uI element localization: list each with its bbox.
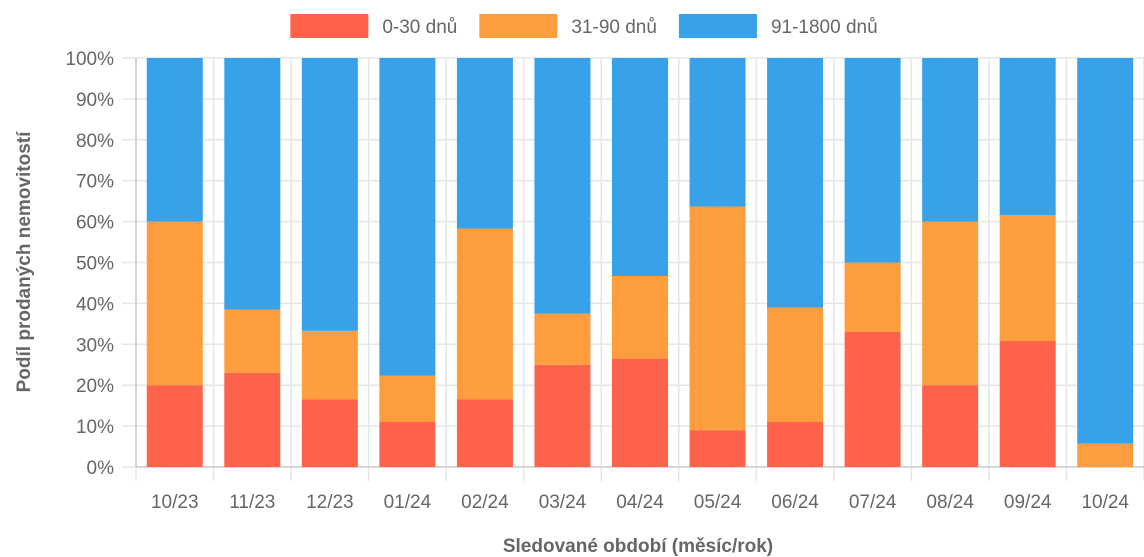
bar-segment: [146, 58, 203, 222]
legend-label: 31-90 dnů: [571, 17, 657, 38]
bar-segment: [146, 221, 203, 386]
bar-segment: [534, 313, 591, 365]
y-tick-label: 60%: [76, 213, 114, 234]
bar-segment: [379, 375, 436, 423]
y-tick-label: 70%: [76, 172, 114, 193]
bar-segment: [224, 309, 281, 373]
y-tick-label: 0%: [87, 458, 115, 479]
bar-segment: [224, 58, 281, 310]
x-tick-label: 07/24: [849, 492, 897, 513]
legend-label: 91-1800 dnů: [771, 17, 878, 38]
bar-segment: [767, 307, 824, 423]
bar-segment: [922, 58, 979, 222]
bar-segment: [689, 58, 746, 207]
bar-segment: [844, 58, 901, 263]
bar-segment: [999, 58, 1056, 216]
y-tick-label: 80%: [76, 131, 114, 152]
legend-swatch: [678, 14, 757, 38]
y-axis-title: Podíl prodaných nemovitostí: [14, 131, 35, 392]
bar-segment: [612, 58, 668, 276]
bar-segment: [767, 58, 824, 308]
bar-segment: [146, 385, 203, 467]
bar-segment: [301, 330, 358, 400]
bar-segment: [612, 275, 668, 359]
y-axis-ticks: 0% 10% 20% 30% 40% 50% 60% 70% 80% 90% 100%: [65, 49, 114, 479]
bar-segment: [689, 430, 746, 467]
bar-segment: [534, 58, 591, 314]
bar-segment: [922, 385, 979, 467]
grid: [122, 57, 1144, 481]
x-axis-title: Sledované období (měsíc/rok): [503, 536, 773, 557]
y-tick-label: 30%: [76, 335, 114, 356]
y-tick-label: 10%: [76, 417, 114, 438]
bar-segment: [689, 206, 746, 431]
bar-segment: [301, 58, 358, 331]
x-tick-label: 06/24: [771, 492, 819, 513]
x-tick-label: 10/23: [151, 492, 199, 513]
bar-segment: [999, 215, 1056, 342]
x-tick-label: 05/24: [694, 492, 742, 513]
bar-segment: [379, 58, 436, 376]
x-tick-label: 03/24: [539, 492, 587, 513]
legend: 0-30 dnů 31-90 dnů 91-1800 dnů: [290, 14, 878, 38]
bar-segment: [612, 358, 668, 467]
bar-segment: [456, 58, 513, 229]
x-tick-label: 09/24: [1004, 492, 1052, 513]
bar-segment: [922, 221, 979, 386]
bar-segment: [224, 372, 281, 467]
x-tick-label: 12/23: [306, 492, 354, 513]
legend-label: 0-30 dnů: [382, 17, 457, 38]
bars: [146, 58, 1134, 467]
bar-segment: [1077, 443, 1134, 467]
x-axis-ticks: 10/23 11/23 12/23 01/24 02/24 03/24 04/24 05/24…: [151, 492, 1129, 513]
y-tick-label: 20%: [76, 376, 114, 397]
y-tick-label: 100%: [65, 49, 114, 70]
y-tick-label: 90%: [76, 90, 114, 111]
x-tick-label: 04/24: [616, 492, 664, 513]
legend-swatch: [479, 14, 558, 38]
y-tick-label: 50%: [76, 254, 114, 275]
x-tick-label: 10/24: [1081, 492, 1129, 513]
bar-segment: [534, 364, 591, 467]
bar-segment: [767, 422, 824, 467]
bar-segment: [379, 422, 436, 467]
bar-segment: [844, 262, 901, 333]
bar-segment: [844, 332, 901, 467]
x-tick-label: 02/24: [461, 492, 509, 513]
legend-swatch: [290, 14, 369, 38]
bar-segment: [999, 341, 1056, 467]
y-tick-label: 40%: [76, 294, 114, 315]
x-tick-label: 08/24: [926, 492, 974, 513]
bar-segment: [456, 228, 513, 400]
bar-segment: [301, 399, 358, 467]
x-tick-label: 01/24: [384, 492, 432, 513]
bar-segment: [456, 399, 513, 467]
bar-segment: [1077, 58, 1134, 444]
x-tick-label: 11/23: [229, 492, 275, 513]
